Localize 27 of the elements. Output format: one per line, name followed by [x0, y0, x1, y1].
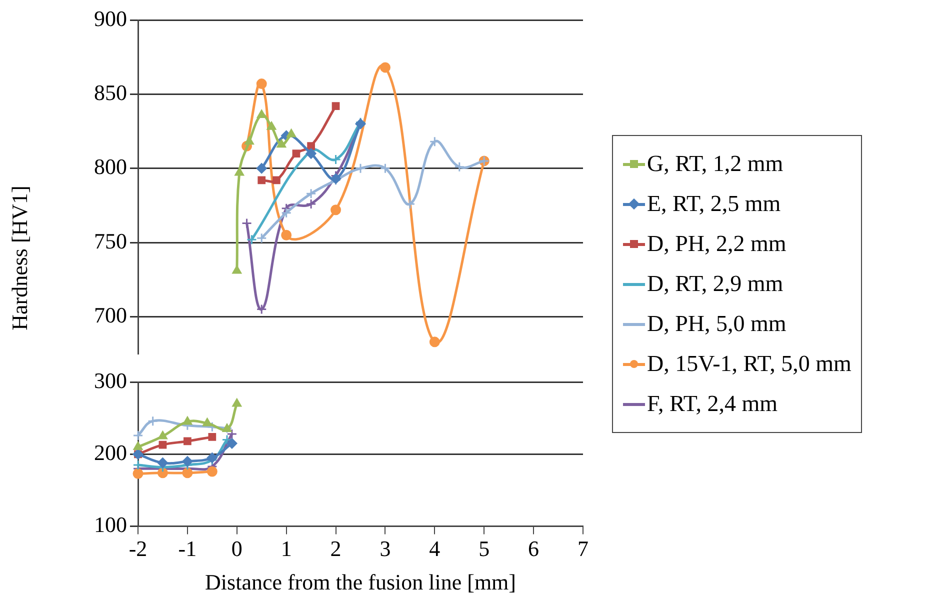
- x-tick-label: -1: [178, 536, 197, 562]
- legend-label: G, RT, 1,2 mm: [647, 151, 784, 177]
- legend-label: D, RT, 2,9 mm: [647, 271, 784, 297]
- x-tick-label: -2: [128, 536, 148, 562]
- y-tick-label: 700: [94, 302, 127, 328]
- legend-label: D, PH, 2,2 mm: [647, 231, 786, 257]
- legend-label: D, 15V-1, RT, 5,0 mm: [647, 351, 852, 377]
- y-tick-label: 300: [94, 368, 127, 393]
- x-tick-label: 6: [528, 536, 540, 562]
- y-axis-title: Hardness [HV1]: [7, 184, 33, 332]
- x-tick-label: 3: [380, 536, 391, 562]
- y-tick-label: 850: [94, 80, 127, 105]
- x-tick-label: 5: [478, 536, 490, 562]
- x-tick-label: 2: [330, 536, 342, 562]
- y-tick-label: 200: [94, 440, 127, 465]
- y-tick-label: 900: [94, 6, 127, 31]
- x-tick-label: 7: [578, 536, 588, 562]
- x-axis-title: Distance from the fusion line [mm]: [205, 570, 516, 595]
- legend-label: D, PH, 5,0 mm: [647, 311, 786, 337]
- y-tick-label: 800: [94, 154, 127, 180]
- x-tick-label: 4: [429, 536, 440, 562]
- x-tick-label: 0: [231, 536, 242, 562]
- x-tick-label: 1: [280, 536, 292, 562]
- y-tick-label: 100: [94, 512, 127, 537]
- y-tick-label: 750: [94, 228, 127, 254]
- legend-label: E, RT, 2,5 mm: [647, 191, 781, 217]
- legend-label: F, RT, 2,4 mm: [647, 391, 778, 417]
